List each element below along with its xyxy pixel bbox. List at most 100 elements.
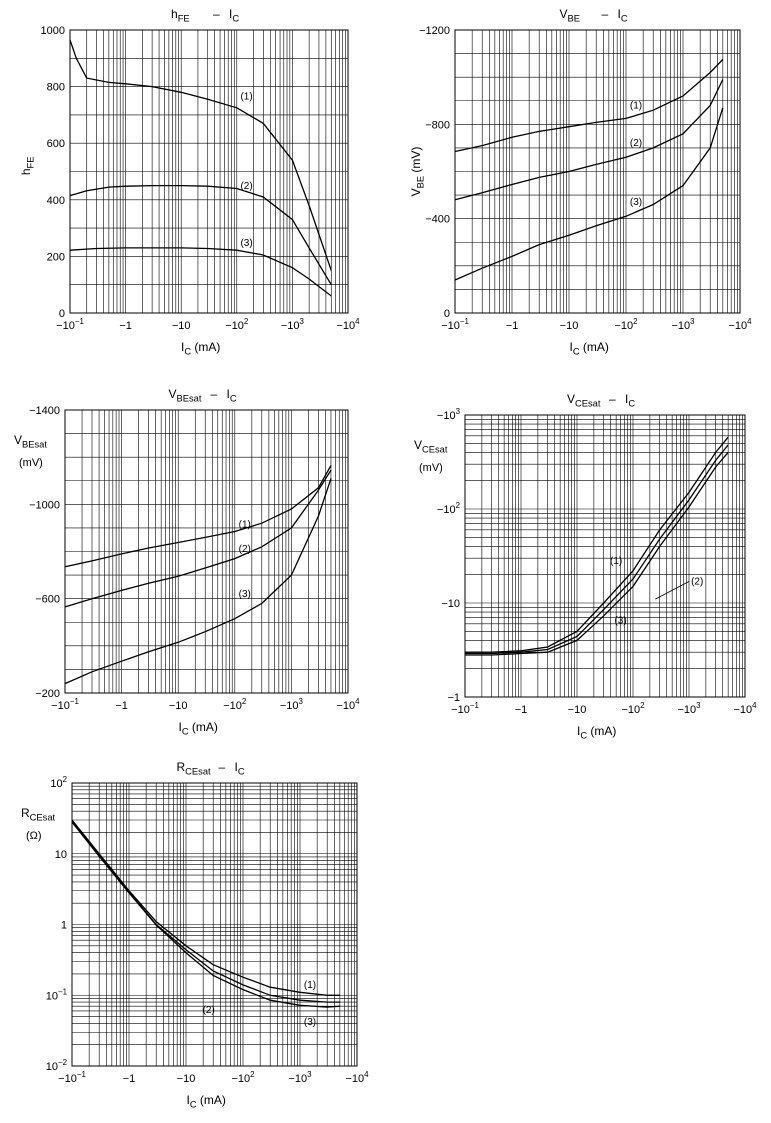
vcesat-series-2-leader — [655, 580, 690, 600]
vbesat-y-label: VBEsat — [14, 433, 47, 450]
vcesat-y-tick-2: −102 — [437, 501, 460, 516]
vcesat-series-2-label: (2) — [691, 576, 703, 587]
rcesat-title-left: RCEsat — [177, 760, 212, 777]
vcesat-plot-frame — [464, 414, 746, 698]
vcesat-title-left: VCEsat — [567, 392, 601, 409]
vbesat-title-left: VBEsat — [169, 387, 202, 404]
vbe-x-tick-3: −102 — [614, 317, 637, 332]
vcesat-x-tick-2: −10 — [568, 704, 587, 716]
hfe-y-tick-1: 200 — [47, 251, 65, 263]
rcesat-y-tick-3: 10 — [55, 849, 67, 861]
vbe-x-tick-1: −1 — [506, 320, 519, 332]
vbesat-series-3-line — [64, 478, 332, 685]
hfe-x-tick-1: −1 — [119, 320, 132, 332]
vbesat-y-tick-1: −600 — [35, 594, 60, 606]
hfe-y-tick-4: 800 — [47, 82, 65, 94]
vbesat-grid — [65, 410, 348, 693]
hfe-title-right: IC — [229, 7, 239, 24]
vbesat-x-tick-5: −104 — [336, 697, 360, 712]
vcesat-y-tick-3: −103 — [437, 407, 461, 422]
vbesat-title-sep: – — [211, 387, 218, 401]
vbesat-series-2-line — [64, 469, 332, 608]
hfe-x-tick-3: −102 — [225, 317, 248, 332]
vbesat-y-unit: (mV) — [19, 457, 43, 469]
vcesat-x-tick-4: −103 — [677, 701, 701, 716]
vbe-y-tick-0: 0 — [444, 308, 450, 320]
hfe-y-tick-0: 0 — [59, 308, 65, 320]
rcesat-y-tick-1: 10−1 — [46, 987, 68, 1002]
rcesat-x-tick-0: −10−1 — [58, 1070, 86, 1085]
hfe-series-3-line — [69, 247, 332, 297]
vbe-x-label: IC (mA) — [570, 340, 609, 357]
vcesat-title-sep: – — [609, 392, 616, 406]
vbesat-y-tick-3: −1400 — [29, 405, 60, 417]
hfe-x-tick-2: −10 — [172, 320, 191, 332]
vbe-title-left: VBE — [560, 7, 580, 24]
vbe-series-3-label: (3) — [630, 197, 642, 208]
rcesat-series-1-line — [71, 819, 340, 996]
vbesat-x-label: IC (mA) — [179, 720, 218, 737]
rcesat-chart: RCEsat – IC−10−1 −1 −10 −102 −103 −10410−210−11… — [21, 760, 369, 1110]
vbe-grid — [455, 30, 740, 313]
hfe-x-tick-0: −10−1 — [56, 317, 84, 332]
vbesat-series-3-label: (3) — [239, 589, 251, 600]
vbe-y-tick-1: −400 — [425, 214, 450, 226]
vcesat-x-tick-3: −102 — [621, 701, 644, 716]
vcesat-x-tick-5: −104 — [733, 701, 757, 716]
rcesat-x-tick-5: −104 — [345, 1070, 369, 1085]
vcesat-chart: VCEsat – IC−10−1 −1 −10 −102 −103 −104−1−10−102… — [414, 392, 757, 741]
rcesat-grid — [72, 783, 357, 1066]
vbesat-plot-frame — [64, 409, 349, 694]
vcesat-x-tick-0: −10−1 — [451, 701, 479, 716]
vbesat-title-right: IC — [227, 387, 237, 404]
hfe-title-sep: – — [213, 7, 220, 21]
vcesat-series-3-line — [465, 451, 729, 656]
vcesat-title-right: IC — [625, 392, 635, 409]
vbe-series-3-line — [454, 107, 724, 281]
vbesat-x-tick-0: −10−1 — [51, 697, 79, 712]
rcesat-x-tick-4: −103 — [288, 1070, 312, 1085]
vbesat-y-tick-2: −1000 — [29, 499, 60, 511]
rcesat-y-tick-0: 10−2 — [46, 1058, 67, 1073]
vbesat-x-tick-2: −10 — [169, 700, 188, 712]
hfe-chart: hFE – IC −10−1 −1 −10 −102 −103 −104 0 200 400 600 80… — [19, 7, 360, 357]
vbesat-series-1-line — [64, 465, 332, 568]
rcesat-title-sep: – — [219, 760, 226, 774]
vbe-plot-frame — [454, 29, 741, 314]
rcesat-title-right: IC — [235, 760, 245, 777]
rcesat-series-3-label: (3) — [304, 1017, 316, 1028]
vcesat-series-2-line — [465, 444, 729, 655]
hfe-plot-frame — [69, 29, 349, 314]
vbesat-x-tick-3: −102 — [223, 697, 246, 712]
vbesat-x-tick-4: −103 — [280, 697, 304, 712]
vbe-x-tick-5: −104 — [728, 317, 752, 332]
vcesat-grid — [465, 415, 745, 697]
rcesat-series-3-line — [71, 821, 340, 1008]
hfe-x-tick-5: −104 — [336, 317, 360, 332]
vcesat-y-label: VCEsat — [414, 438, 448, 455]
rcesat-x-tick-2: −10 — [177, 1073, 196, 1085]
hfe-x-tick-4: −103 — [281, 317, 305, 332]
hfe-grid — [70, 30, 348, 313]
rcesat-x-tick-1: −1 — [123, 1073, 136, 1085]
vbe-series-2-line — [454, 79, 724, 201]
hfe-title-left: hFE — [171, 7, 190, 24]
vbe-title-sep: – — [602, 7, 609, 21]
hfe-series-3-label: (3) — [240, 238, 252, 249]
hfe-y-label: hFE — [19, 157, 36, 176]
vbesat-series-2-label: (2) — [239, 544, 251, 555]
vbesat-y-tick-0: −200 — [35, 688, 60, 700]
vbe-series-1-line — [454, 59, 724, 153]
rcesat-y-tick-2: 1 — [61, 920, 67, 932]
vcesat-series-1-label: (1) — [610, 556, 622, 567]
vbesat-series-1-label: (1) — [239, 519, 251, 530]
vcesat-series-3-label: (3) — [614, 616, 626, 627]
vbe-y-tick-2: −800 — [425, 119, 450, 131]
hfe-series-2-label: (2) — [240, 181, 252, 192]
vbe-x-tick-2: −10 — [560, 320, 579, 332]
vbe-title-right: IC — [618, 7, 628, 24]
vbe-y-tick-3: −1200 — [419, 25, 450, 37]
vbe-chart: VBE – IC −10−1 −1 −10 −102 −103 −104 0 −400 −800 −12… — [409, 7, 752, 357]
